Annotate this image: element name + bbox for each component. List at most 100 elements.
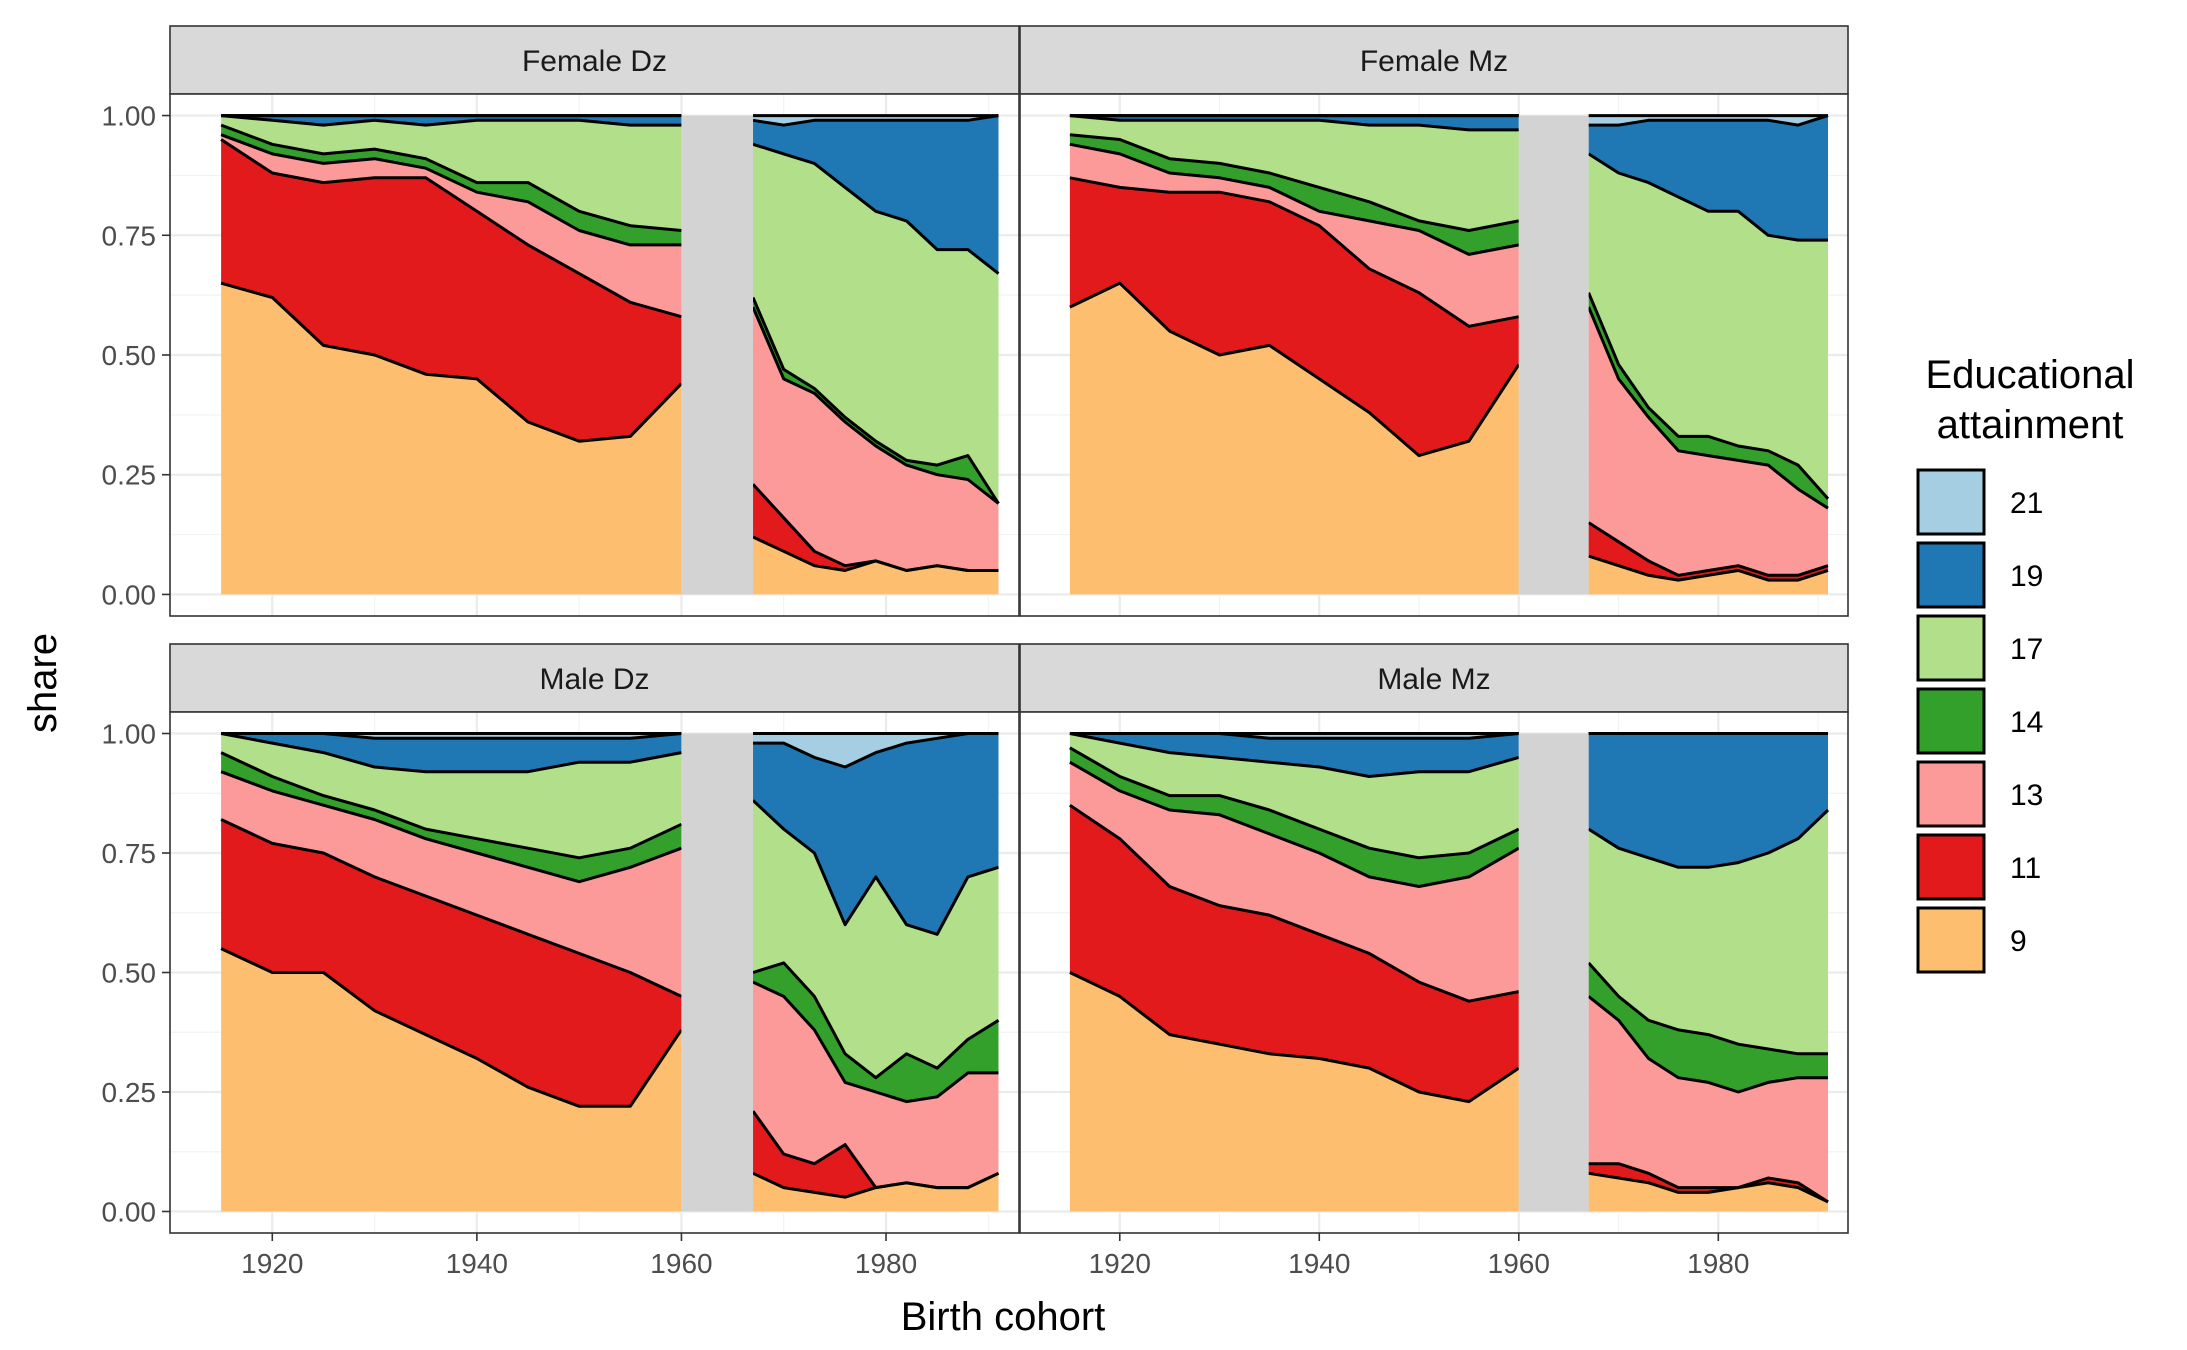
boundary-line-13 (1069, 760, 1520, 888)
legend-key (1916, 906, 1986, 974)
boundary-line-11 (751, 483, 999, 572)
x-axis-ticks: 1920 1940 1960 1980 1920 1940 1960 1980 (241, 1233, 1749, 1279)
boundary-line-13 (1587, 995, 1828, 1094)
legend-item-13: 13 (1916, 760, 2043, 828)
area-17 (1588, 153, 1828, 499)
area-9 (753, 537, 999, 595)
segment-1 (220, 114, 683, 595)
x-tick-label: 1980 (855, 1248, 917, 1279)
legend-item-17: 17 (1916, 614, 2043, 682)
area-21 (753, 115, 999, 126)
area-19 (1588, 115, 1828, 241)
boundary-line-14 (751, 296, 1000, 505)
boundary-line-13 (220, 133, 682, 247)
panels: Female Dz 0.00 0.25 0.50 0.75 1.00 Female Mz Ma… (102, 25, 1849, 1234)
segment-1 (220, 732, 683, 1212)
missing-cohort-band (681, 115, 754, 595)
x-tick-label: 1920 (241, 1248, 303, 1279)
legend-item-19: 19 (1916, 541, 2043, 609)
area-9 (753, 1173, 999, 1212)
area-17 (221, 733, 682, 858)
boundary-line-13 (751, 306, 1000, 505)
area-9 (221, 948, 682, 1212)
legend-title-line-1: Educational (1925, 353, 2134, 397)
panel-female-dz: Female Dz 0.00 0.25 0.50 0.75 1.00 (102, 25, 1020, 617)
boundary-line-17 (1587, 152, 1828, 242)
area-21 (1588, 115, 1828, 126)
y-tick-label: 0.75 (102, 220, 157, 251)
legend-label: 9 (2010, 925, 2027, 958)
y-tick-label: 0.75 (102, 838, 157, 869)
boundary-line-19 (1588, 114, 1829, 127)
area-14 (1588, 292, 1828, 509)
missing-cohort-band (1518, 733, 1589, 1212)
legend-label: 13 (2010, 779, 2043, 812)
segment-1 (1069, 732, 1520, 1212)
y-tick-label: 1.00 (102, 719, 157, 750)
x-tick-label: 1920 (1089, 1248, 1151, 1279)
facet-strip (1019, 643, 1849, 713)
panel-male-mz: Male Mz (1019, 643, 1849, 1234)
segment-2 (751, 114, 1000, 595)
legend-label: 14 (2010, 706, 2043, 739)
boundary-line-17 (751, 799, 999, 936)
legend-key (1916, 468, 1986, 536)
x-tick-label: 1940 (446, 1248, 508, 1279)
y-axis-title: share (21, 633, 65, 733)
boundary-line-9 (1069, 971, 1520, 1104)
area-13 (1588, 996, 1828, 1202)
boundary-line-9 (1588, 1171, 1829, 1204)
area-11 (1069, 805, 1519, 1102)
segment-2 (1587, 114, 1830, 595)
legend-title-line-2: attainment (1937, 403, 2124, 447)
y-tick-label: 0.25 (102, 460, 157, 491)
boundary-line-9 (1069, 281, 1521, 458)
boundary-line-11 (751, 1110, 1000, 1190)
area-19 (753, 733, 999, 935)
legend-label: 11 (2010, 852, 2041, 885)
boundary-line-11 (1588, 1162, 1829, 1204)
area-11 (753, 1111, 999, 1198)
missing-cohort-band (1518, 115, 1589, 595)
area-9 (221, 283, 682, 595)
legend-item-11: 11 (1916, 833, 2041, 901)
area-17 (1069, 115, 1519, 231)
area-13 (753, 307, 999, 571)
boundary-line-11 (1069, 176, 1520, 328)
facet-strip-label: Female Mz (1360, 45, 1508, 78)
area-19 (753, 115, 999, 274)
x-tick-label: 1960 (1488, 1248, 1550, 1279)
boundary-line-14 (220, 751, 683, 860)
y-tick-label: 1.00 (102, 101, 157, 132)
boundary-line-19 (752, 114, 999, 127)
boundary-line-17 (220, 732, 682, 774)
y-axis-ticks: 0.00 0.25 0.50 0.75 1.00 (102, 101, 170, 610)
boundary-line-17 (1587, 808, 1830, 869)
legend-key (1916, 833, 1986, 901)
boundary-line-14 (1587, 961, 1828, 1056)
legend-item-21: 21 (1916, 468, 2043, 536)
legend-key (1916, 687, 1986, 755)
facet-strip-label: Female Dz (522, 45, 667, 78)
area-13 (753, 982, 999, 1188)
segment-1 (1069, 114, 1521, 595)
legend-label: 19 (2010, 560, 2043, 593)
boundary-line-11 (220, 818, 683, 998)
boundary-line-9 (220, 281, 683, 443)
x-tick-label: 1940 (1288, 1248, 1350, 1279)
legend-item-9: 9 (1916, 906, 2027, 974)
legend-item-14: 14 (1916, 687, 2043, 755)
area-17 (753, 800, 999, 1078)
boundary-line-19 (753, 732, 999, 769)
area-11 (1588, 522, 1828, 581)
y-tick-label: 0.00 (102, 1196, 157, 1227)
area-17 (1588, 810, 1828, 1054)
x-axis-title: Birth cohort (901, 1295, 1106, 1339)
y-axis-ticks: 0.00 0.25 0.50 0.75 1.00 (102, 719, 170, 1227)
facet-strip (1019, 25, 1849, 95)
area-13 (1588, 307, 1828, 576)
area-13 (1069, 762, 1519, 1002)
area-9 (1588, 556, 1828, 595)
area-17 (753, 144, 999, 504)
